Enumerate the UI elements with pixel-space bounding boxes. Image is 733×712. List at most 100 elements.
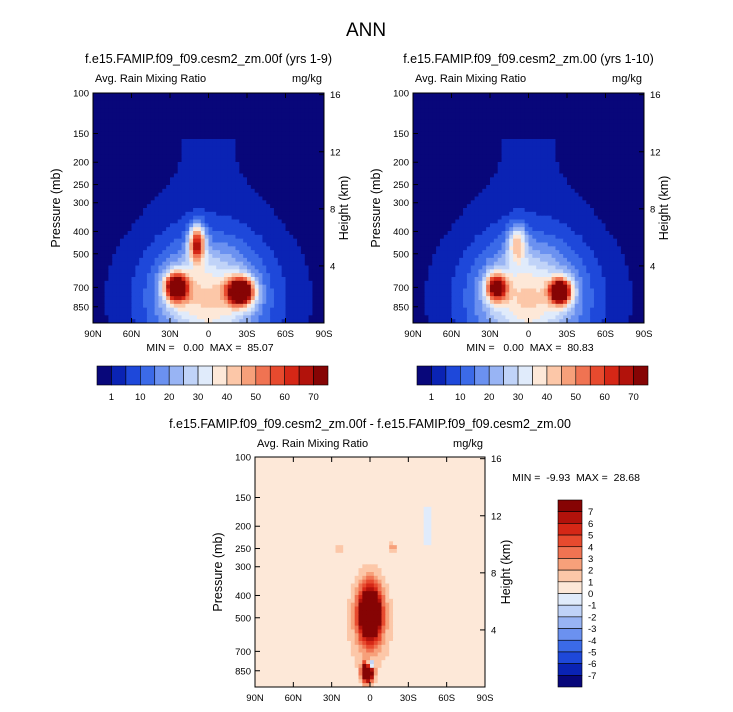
heatmap-cell [231, 227, 236, 232]
heatmap-cell [204, 215, 209, 220]
heatmap-cell [131, 158, 136, 163]
heatmap-cell [96, 280, 102, 286]
heatmap-cell [185, 257, 190, 263]
heatmap-cell [285, 150, 290, 155]
heatmap-cell [320, 123, 325, 128]
heatmap-cell [108, 257, 113, 263]
heatmap-cell [135, 208, 140, 213]
heatmap-cell [223, 150, 229, 155]
heatmap-cell [624, 96, 630, 102]
heatmap-cell [227, 227, 233, 232]
heatmap-cell [459, 96, 464, 102]
heatmap-cell [258, 288, 263, 293]
heatmap-cell [189, 100, 194, 105]
heatmap-cell [135, 93, 140, 98]
heatmap-cell [416, 112, 422, 117]
heatmap-cell [316, 242, 321, 247]
heatmap-cell [196, 208, 202, 213]
heatmap-cell [143, 257, 148, 263]
heatmap-cell [524, 108, 529, 113]
heatmap-cell [181, 231, 186, 236]
heatmap-cell [162, 250, 167, 255]
heatmap-cell [254, 200, 260, 205]
heatmap-cell [620, 135, 626, 140]
heatmap-cell [185, 104, 190, 109]
heatmap-cell [116, 162, 121, 167]
heatmap-cell [597, 96, 603, 102]
heatmap-cell [285, 131, 290, 136]
heatmap-cell [135, 177, 140, 182]
heatmap-cell [478, 165, 483, 171]
heatmap-cell [143, 273, 148, 278]
heatmap-cell [170, 227, 175, 232]
heatmap-cell [524, 112, 529, 117]
heatmap-cell [262, 177, 267, 182]
y2-tick-label: 12 [330, 147, 341, 158]
heatmap-cell [574, 127, 580, 132]
heatmap-cell [613, 119, 618, 125]
heatmap-cell [570, 127, 576, 132]
heatmap-cell [300, 112, 306, 117]
heatmap-cell [170, 219, 175, 224]
heatmap-cell [620, 162, 626, 167]
heatmap-cell [289, 261, 294, 266]
heatmap-cell [536, 150, 541, 155]
heatmap-cell [189, 119, 194, 125]
heatmap-cell [513, 135, 518, 140]
heatmap-cell [540, 108, 545, 113]
heatmap-cell [108, 188, 113, 194]
heatmap-cell [189, 116, 194, 121]
heatmap-cell [254, 238, 260, 243]
heatmap-cell [297, 177, 302, 182]
heatmap-cell [304, 315, 310, 320]
heatmap-cell [104, 277, 109, 282]
heatmap-cell [177, 131, 183, 136]
heatmap-cell [189, 215, 194, 220]
heatmap-cell [104, 254, 109, 259]
heatmap-cell [243, 135, 248, 140]
heatmap-cell [413, 96, 418, 102]
heatmap-cell [270, 254, 275, 259]
heatmap-cell [162, 162, 167, 167]
heatmap-cell [216, 311, 221, 316]
heatmap-cell [497, 165, 503, 171]
heatmap-cell [547, 165, 553, 171]
heatmap-cell [239, 307, 244, 312]
heatmap-cell [559, 154, 564, 159]
heatmap-cell [220, 93, 225, 98]
heatmap-cell [293, 277, 298, 282]
heatmap-cell [220, 277, 225, 282]
heatmap-cell [424, 177, 429, 182]
heatmap-cell [258, 242, 263, 247]
heatmap-cell [100, 185, 106, 190]
heatmap-cell [220, 139, 225, 144]
heatmap-cell [131, 261, 136, 266]
heatmap-cell [154, 165, 159, 171]
heatmap-cell [277, 208, 283, 213]
heatmap-cell [108, 315, 113, 320]
heatmap-cell [277, 242, 283, 247]
heatmap-cell [143, 192, 148, 197]
heatmap-cell [543, 158, 549, 163]
heatmap-cell [250, 246, 256, 251]
heatmap-cell [150, 185, 156, 190]
y2-tick-label: 4 [330, 261, 335, 272]
heatmap-cell [281, 112, 286, 117]
heatmap-cell [216, 196, 221, 201]
heatmap-cell [320, 131, 325, 136]
heatmap-cell [154, 154, 159, 159]
heatmap-cell [150, 269, 156, 274]
heatmap-cell [243, 246, 248, 251]
heatmap-cell [636, 158, 641, 163]
heatmap-cell [123, 246, 129, 251]
heatmap-cell [250, 238, 256, 243]
heatmap-cell [166, 269, 171, 274]
heatmap-cell [204, 303, 209, 309]
heatmap-cell [613, 139, 618, 144]
heatmap-cell [262, 307, 267, 312]
heatmap-cell [551, 123, 556, 128]
heatmap-cell [501, 135, 506, 140]
heatmap-cell [119, 219, 125, 224]
heatmap-cell [189, 269, 194, 274]
heatmap-cell [474, 146, 479, 151]
